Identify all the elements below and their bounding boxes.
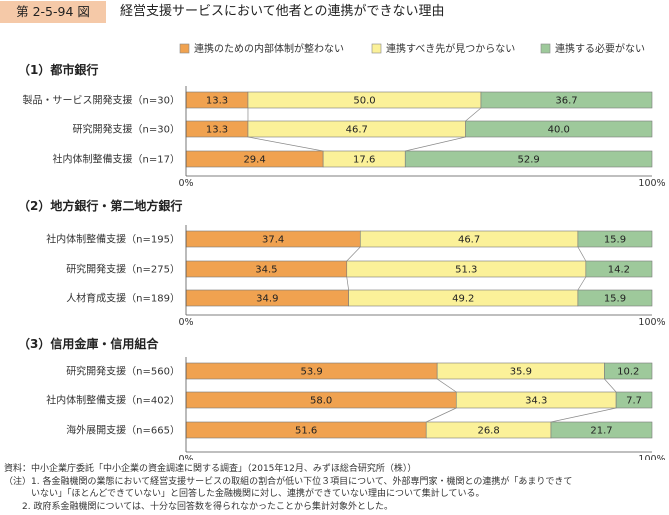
data-label: 13.3 [206,125,228,136]
data-label: 46.7 [346,125,368,136]
data-label: 37.4 [262,235,284,246]
bar-segment [577,289,653,307]
data-label: 51.3 [455,265,477,276]
legend-swatch-1 [179,43,190,54]
data-label: 58.0 [310,396,332,407]
figure-title: 経営支援サービスにおいて他者との連携ができない理由 [120,4,445,19]
category-label: 社内体制整備支援（n=195） [46,233,180,246]
legend-swatch-3 [540,43,551,54]
note-2: 2. 政府系金融機関については、十分な回答数を得られなかったことから集計対象外と… [4,501,394,512]
data-label: 51.6 [295,426,317,437]
data-label: 52.9 [517,155,539,166]
bar-segment [465,120,653,138]
category-label: 研究開発支援（n=560） [66,365,180,378]
category-label: 研究開発支援（n=275） [66,263,180,276]
bar-segment [480,91,653,109]
legend-label-3: 連携する必要がない [555,42,645,55]
category-label: 人材育成支援（n=189） [66,292,180,305]
data-label: 40.0 [548,125,570,136]
connector-line [577,276,587,291]
data-label: 21.7 [590,426,612,437]
connector-line [405,136,466,152]
data-label: 17.6 [353,155,375,166]
category-label: 社内体制整備支援（n=402） [46,394,180,407]
stacked-bar-chart: 連携のための内部体制が整わない 連携すべき先が見つからない 連携する必要がない （1）… [18,42,666,460]
data-label: 15.9 [604,235,626,246]
x-tick-label: 100% [638,454,665,460]
connector-line [604,378,617,393]
data-label: 10.2 [617,367,639,378]
footnotes: 資料：中小企業庁委託「中小企業の資金調達に関する調査」（2015年12月、みずほ… [4,463,664,513]
connector-line [346,246,361,262]
figure-number-tag: 第 2-5-94 図 [0,1,106,23]
bar-segment [550,421,653,439]
data-label: 34.3 [525,396,547,407]
data-label: 35.9 [510,367,532,378]
bar-segment [404,150,653,168]
data-label: 14.2 [608,265,630,276]
data-label: 34.9 [256,294,278,305]
data-label: 13.3 [206,96,228,107]
connector-line [426,407,457,423]
x-tick-label: 100% [638,178,665,189]
data-label: 7.7 [626,396,642,407]
connector-line [465,107,482,122]
connector-line [577,246,587,262]
connector-line [436,378,457,393]
x-tick-label: 0% [178,454,193,460]
data-label: 15.9 [604,294,626,305]
source-note: 資料：中小企業庁委託「中小企業の資金調達に関する調査」（2015年12月、みずほ… [4,464,417,474]
connector-line [247,136,324,152]
data-label: 46.7 [458,235,480,246]
category-label: 海外展開支援（n=665） [66,424,180,437]
x-tick-label: 0% [178,178,193,189]
category-label: 社内体制整備支援（n=17） [53,153,180,166]
panel-title: （3）信用金庫・信用組合 [18,336,159,351]
bar-segment [585,260,653,278]
connector-line [550,407,617,423]
data-label: 34.5 [255,265,277,276]
data-label: 36.7 [555,96,577,107]
bar-segment [577,230,653,248]
note-1-line-1: （注）1. 各金融機関の業態において経営支援サービスの取組の割合が低い下位３項目… [4,476,573,487]
bar-segment [615,391,653,409]
bar-segment [604,362,653,380]
data-label: 50.0 [353,96,375,107]
connector-line [346,276,349,291]
note-1-line-2: いない」「ほとんどできていない」と回答した金融機関に対し、連携ができていない理由… [4,489,485,499]
data-label: 53.9 [300,367,322,378]
x-tick-label: 100% [638,317,665,328]
category-label: 研究開発支援（n=30） [73,123,180,136]
category-label: 製品・サービス開発支援（n=30） [23,94,180,107]
x-tick-label: 0% [178,317,193,328]
legend-label-1: 連携のための内部体制が整わない [194,42,344,55]
panel-title: （2）地方銀行・第二地方銀行 [18,198,182,213]
data-label: 29.4 [243,155,265,166]
panel-title: （1）都市銀行 [18,62,98,77]
data-label: 49.2 [452,294,474,305]
legend-swatch-2 [371,43,382,54]
legend-label-2: 連携すべき先が見つからない [386,42,515,55]
data-label: 26.8 [477,426,499,437]
